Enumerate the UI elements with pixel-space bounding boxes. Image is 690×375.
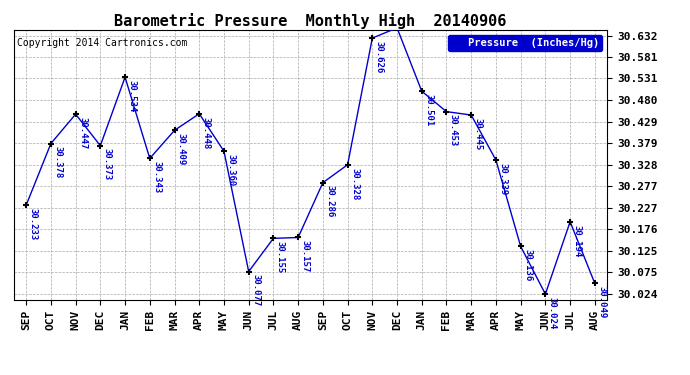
Text: 30.534: 30.534 [128, 80, 137, 112]
Text: 30.378: 30.378 [53, 146, 62, 178]
Text: 30.626: 30.626 [375, 41, 384, 73]
Text: 30.409: 30.409 [177, 133, 186, 165]
Text: 30.650: 30.650 [0, 374, 1, 375]
Text: 30.339: 30.339 [498, 163, 507, 195]
Text: 30.453: 30.453 [449, 114, 458, 147]
Text: 30.136: 30.136 [523, 249, 532, 282]
Text: 30.157: 30.157 [301, 240, 310, 273]
Text: 30.155: 30.155 [276, 241, 285, 273]
Text: 30.448: 30.448 [201, 117, 210, 149]
Text: 30.233: 30.233 [28, 208, 38, 240]
Text: 30.328: 30.328 [350, 168, 359, 200]
Legend: Pressure  (Inches/Hg): Pressure (Inches/Hg) [448, 35, 602, 51]
Text: 30.343: 30.343 [152, 161, 161, 194]
Text: 30.077: 30.077 [251, 274, 260, 306]
Text: 30.024: 30.024 [548, 297, 557, 329]
Title: Barometric Pressure  Monthly High  20140906: Barometric Pressure Monthly High 2014090… [115, 13, 506, 29]
Text: 30.286: 30.286 [325, 185, 335, 218]
Text: Copyright 2014 Cartronics.com: Copyright 2014 Cartronics.com [17, 38, 187, 48]
Text: 30.373: 30.373 [103, 148, 112, 181]
Text: 30.447: 30.447 [78, 117, 87, 149]
Text: 30.445: 30.445 [473, 118, 483, 150]
Text: 30.049: 30.049 [598, 286, 607, 318]
Text: 30.360: 30.360 [226, 154, 235, 186]
Text: 30.194: 30.194 [573, 225, 582, 257]
Text: 30.501: 30.501 [424, 94, 433, 126]
